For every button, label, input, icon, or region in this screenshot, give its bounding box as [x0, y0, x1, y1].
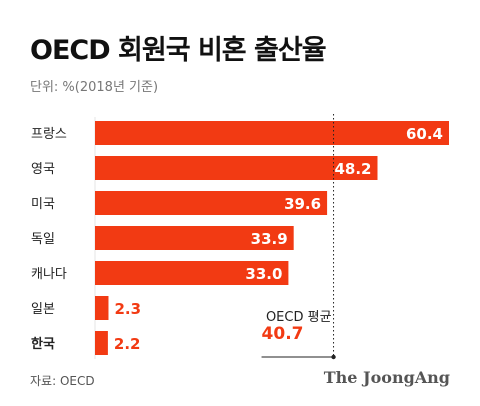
data-label: 33.9 [251, 230, 288, 248]
data-label: 2.3 [114, 300, 141, 318]
category-label: 일본 [31, 302, 55, 317]
bar [95, 331, 108, 355]
data-label: 2.2 [114, 335, 141, 353]
category-label: 캐나다 [31, 267, 67, 282]
bar [95, 296, 109, 320]
bar [95, 121, 449, 145]
bar [95, 226, 294, 250]
bar [95, 156, 378, 180]
publisher-logo: The JoongAng [323, 368, 450, 387]
category-label: 미국 [31, 197, 55, 212]
average-label: OECD 평균 [266, 310, 332, 325]
category-label: 프랑스 [31, 127, 67, 142]
bar [95, 261, 289, 285]
category-label: 영국 [31, 162, 55, 177]
data-label: 39.6 [284, 195, 321, 213]
average-value: 40.7 [262, 324, 304, 344]
unit-note: 단위: %(2018년 기준) [30, 80, 159, 95]
data-label: 33.0 [245, 265, 282, 283]
source-note: 자료: OECD [30, 374, 95, 388]
bar [95, 191, 328, 215]
category-label: 한국 [31, 336, 55, 352]
data-label: 60.4 [406, 125, 443, 143]
data-label: 48.2 [334, 160, 371, 178]
category-label: 독일 [31, 232, 55, 247]
chart-title: OECD 회원국 비혼 출산율 [30, 35, 327, 66]
